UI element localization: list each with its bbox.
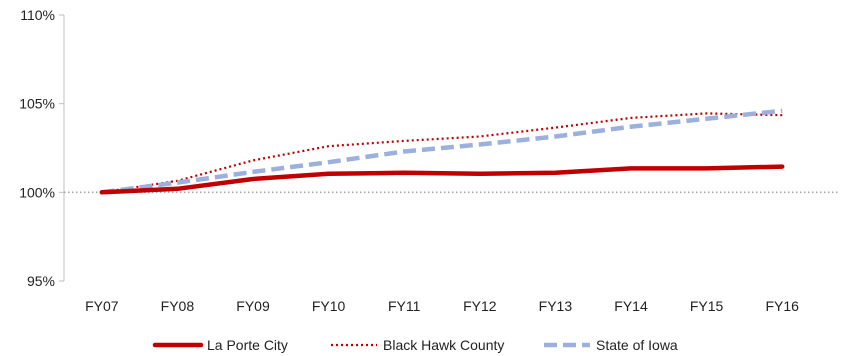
x-tick-label: FY12 <box>463 298 497 314</box>
x-tick-label: FY10 <box>312 298 346 314</box>
legend-label: La Porte City <box>207 337 288 353</box>
y-tick-label: 95% <box>27 273 55 289</box>
y-tick-label: 105% <box>19 96 55 112</box>
y-tick-label: 100% <box>19 184 55 200</box>
series-line-black-hawk-county <box>101 112 783 194</box>
series-line-la-porte-city <box>99 164 785 195</box>
series-line-state-of-iowa <box>101 108 783 195</box>
chart-axes: 95% 100% 105% 110% FY07 FY08 FY09 FY10 FY11 FY12 F… <box>19 7 799 314</box>
x-tick-label: FY13 <box>539 298 573 314</box>
x-tick-label: FY14 <box>614 298 648 314</box>
legend-label: Black Hawk County <box>383 337 504 353</box>
x-tick-label: FY07 <box>85 298 119 314</box>
x-tick-label: FY11 <box>388 298 421 314</box>
x-tick-label: FY15 <box>690 298 724 314</box>
series-group <box>99 108 785 195</box>
legend-label: State of Iowa <box>596 337 678 353</box>
x-tick-label: FY09 <box>236 298 270 314</box>
y-tick-label: 110% <box>20 7 55 23</box>
x-tick-label: FY08 <box>161 298 195 314</box>
legend: La Porte City Black Hawk County State of I… <box>152 337 678 353</box>
x-tick-label: FY16 <box>765 298 799 314</box>
